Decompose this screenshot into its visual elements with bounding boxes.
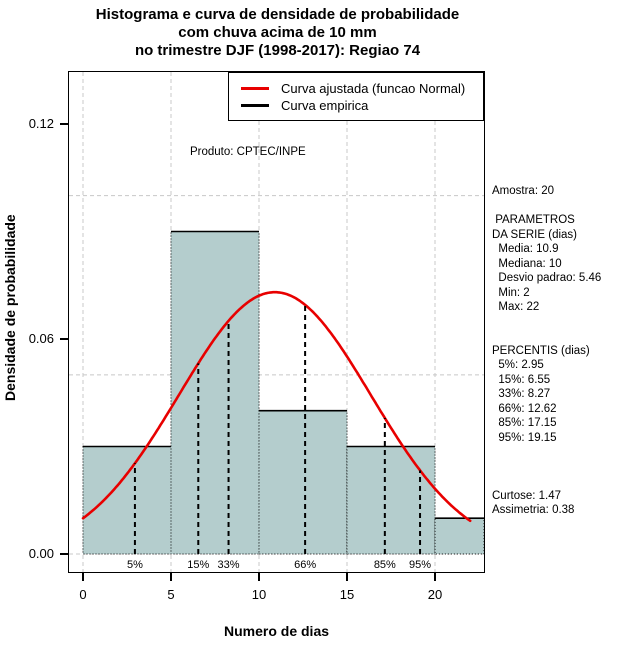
x-tick-label: 0 xyxy=(79,587,87,602)
percentile-label: 85% xyxy=(374,559,396,571)
x-axis-label: Numero de dias xyxy=(223,623,330,639)
legend-label: Curva empirica xyxy=(281,98,369,113)
chart-title: Histograma e curva de densidade de proba… xyxy=(40,6,515,60)
x-tick-label: 10 xyxy=(251,587,267,602)
y-tick-label: 0.00 xyxy=(28,546,54,561)
title-line: no trimestre DJF (1998-2017): Regiao 74 xyxy=(134,42,421,59)
percentile-label: 5% xyxy=(127,559,143,571)
fitted-curve-line-swatch xyxy=(241,87,269,90)
y-tick-label: 0.12 xyxy=(28,116,54,131)
y-tick-mark xyxy=(60,553,68,555)
percentile-label: 95% xyxy=(409,559,431,571)
legend-item-fitted-curve: Curva ajustada (funcao Normal) xyxy=(241,80,483,97)
plot-area: 5% 15% 33% 66% 85% 95% Curva ajustada (funcao… xyxy=(68,71,485,573)
empirical-curve-line-swatch xyxy=(241,104,269,107)
x-tick-label: 20 xyxy=(427,587,443,602)
percentile-label: 15% xyxy=(187,559,209,571)
percentile-label: 33% xyxy=(218,559,240,571)
histogram-bar xyxy=(346,446,436,555)
histogram-bar xyxy=(258,410,348,555)
legend-label: Curva ajustada (funcao Normal) xyxy=(281,81,466,96)
y-tick-mark xyxy=(60,338,68,340)
y-tick-mark xyxy=(60,123,68,125)
fitted-curve xyxy=(81,290,472,523)
histogram-bar xyxy=(82,446,172,555)
x-tick-mark xyxy=(170,573,172,581)
legend-item-empirical-curve: Curva empirica xyxy=(241,97,483,114)
percentile-label: 66% xyxy=(294,559,316,571)
x-tick-mark xyxy=(434,573,436,581)
y-axis-label: Densidade de probabilidade xyxy=(2,214,18,402)
stats-panel: Amostra: 20 PARAMETROS DA SERIE (dias) M… xyxy=(492,185,602,516)
y-tick-label: 0.06 xyxy=(28,331,54,346)
title-line: com chuva acima de 10 mm xyxy=(178,24,377,41)
x-tick-label: 5 xyxy=(167,587,175,602)
x-tick-mark xyxy=(82,573,84,581)
legend: Curva ajustada (funcao Normal) Curva emp… xyxy=(228,72,484,121)
x-tick-mark xyxy=(258,573,260,581)
plot-canvas: 5% 15% 33% 66% 85% 95% xyxy=(69,72,485,572)
title-line: Histograma e curva de densidade de proba… xyxy=(95,6,460,23)
watermark-text: Produto: CPTEC/INPE xyxy=(190,146,306,158)
x-tick-mark xyxy=(346,573,348,581)
histogram-bar xyxy=(170,231,260,555)
histogram-bar xyxy=(434,517,485,555)
x-tick-label: 15 xyxy=(339,587,355,602)
